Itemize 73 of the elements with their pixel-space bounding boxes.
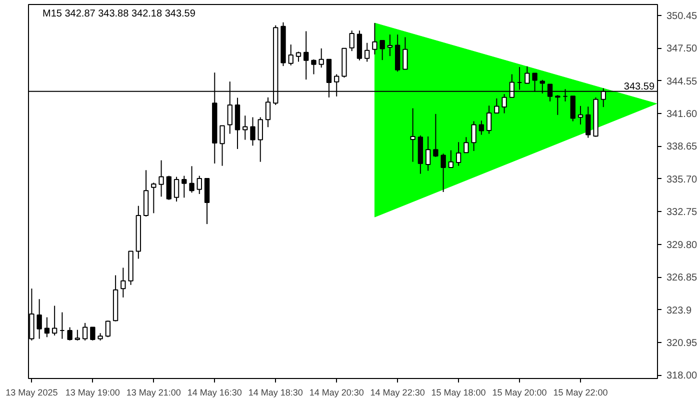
candlestick: [120, 267, 126, 298]
candlestick: [349, 30, 354, 52]
candlestick: [44, 316, 50, 338]
candlestick: [410, 108, 416, 162]
candlestick: [471, 120, 476, 152]
y-tick-label: 326.85: [666, 272, 698, 284]
candlestick: [433, 113, 438, 158]
y-tick-label: 338.65: [666, 142, 698, 153]
candlestick: [486, 105, 492, 134]
ref-line-label: 343.59: [624, 81, 655, 92]
candlestick: [380, 40, 385, 61]
y-tick-label: 332.75: [666, 207, 698, 218]
candlestick: [220, 125, 225, 166]
candlestick: [258, 116, 263, 162]
candlestick: [425, 136, 431, 172]
candlestick: [288, 44, 294, 66]
candlestick: [364, 42, 370, 62]
y-tick-label: 320.95: [666, 338, 698, 349]
candlestick: [36, 298, 42, 340]
candlestick: [402, 36, 408, 70]
candlestick: [196, 175, 202, 194]
candlestick: [311, 58, 316, 75]
candlestick: [464, 136, 469, 154]
candlestick: [158, 160, 164, 198]
candlestick: [189, 166, 194, 194]
y-tick-label: 347.50: [666, 44, 698, 55]
candlestick: [502, 94, 507, 114]
x-tick-label: 14 May 18:30: [248, 388, 303, 398]
candlestick: [74, 329, 80, 341]
candlestick: [242, 115, 248, 140]
candlestick: [250, 116, 256, 146]
candlestick: [570, 96, 576, 122]
candlestick: [90, 326, 96, 341]
candlestick: [524, 66, 530, 84]
candlestick: [67, 326, 72, 341]
candlestick: [182, 175, 187, 198]
x-tick-label: 14 May 22:30: [370, 388, 425, 398]
candlestick: [478, 120, 484, 136]
candlestick: [265, 96, 271, 128]
candlestick: [555, 94, 560, 116]
y-tick-label: 335.70: [666, 174, 698, 186]
candlestick: [296, 51, 302, 62]
candlestick: [318, 48, 324, 68]
x-tick-label: 13 May 21:00: [126, 388, 181, 398]
candlestick: [456, 142, 462, 166]
candlestick: [166, 175, 172, 200]
x-tick-label: 15 May 20:00: [492, 388, 547, 398]
y-tick-label: 341.60: [666, 108, 698, 120]
chart-title: M15 342.87 343.88 342.18 343.59: [42, 8, 196, 20]
candlestick: [494, 98, 500, 114]
x-tick-label: 15 May 22:00: [553, 388, 608, 398]
candlestick: [304, 30, 309, 80]
candlestick: [372, 22, 378, 55]
y-tick-label: 329.80: [666, 240, 698, 251]
candlestick: [387, 34, 393, 57]
candlestick: [174, 176, 180, 202]
candlestick: [448, 150, 454, 168]
candlestick: [52, 305, 58, 336]
x-tick-label: 13 May 2025: [6, 388, 58, 398]
x-tick-label: 14 May 16:30: [187, 388, 242, 398]
candlestick: [151, 182, 156, 214]
x-tick-label: 13 May 19:00: [65, 388, 120, 398]
candlestick: [440, 153, 446, 192]
candlestick: [586, 106, 591, 138]
y-tick-label: 323.9: [666, 305, 692, 316]
x-tick-label: 14 May 20:30: [309, 388, 364, 398]
y-tick-label: 344.55: [666, 76, 698, 88]
candlestick: [105, 320, 111, 338]
candlestick: [578, 105, 584, 125]
x-tick-label: 15 May 18:00: [431, 388, 486, 398]
candlestick: [82, 322, 88, 341]
y-tick-label: 350.45: [666, 10, 698, 22]
y-tick-label: 318.00: [666, 370, 698, 382]
